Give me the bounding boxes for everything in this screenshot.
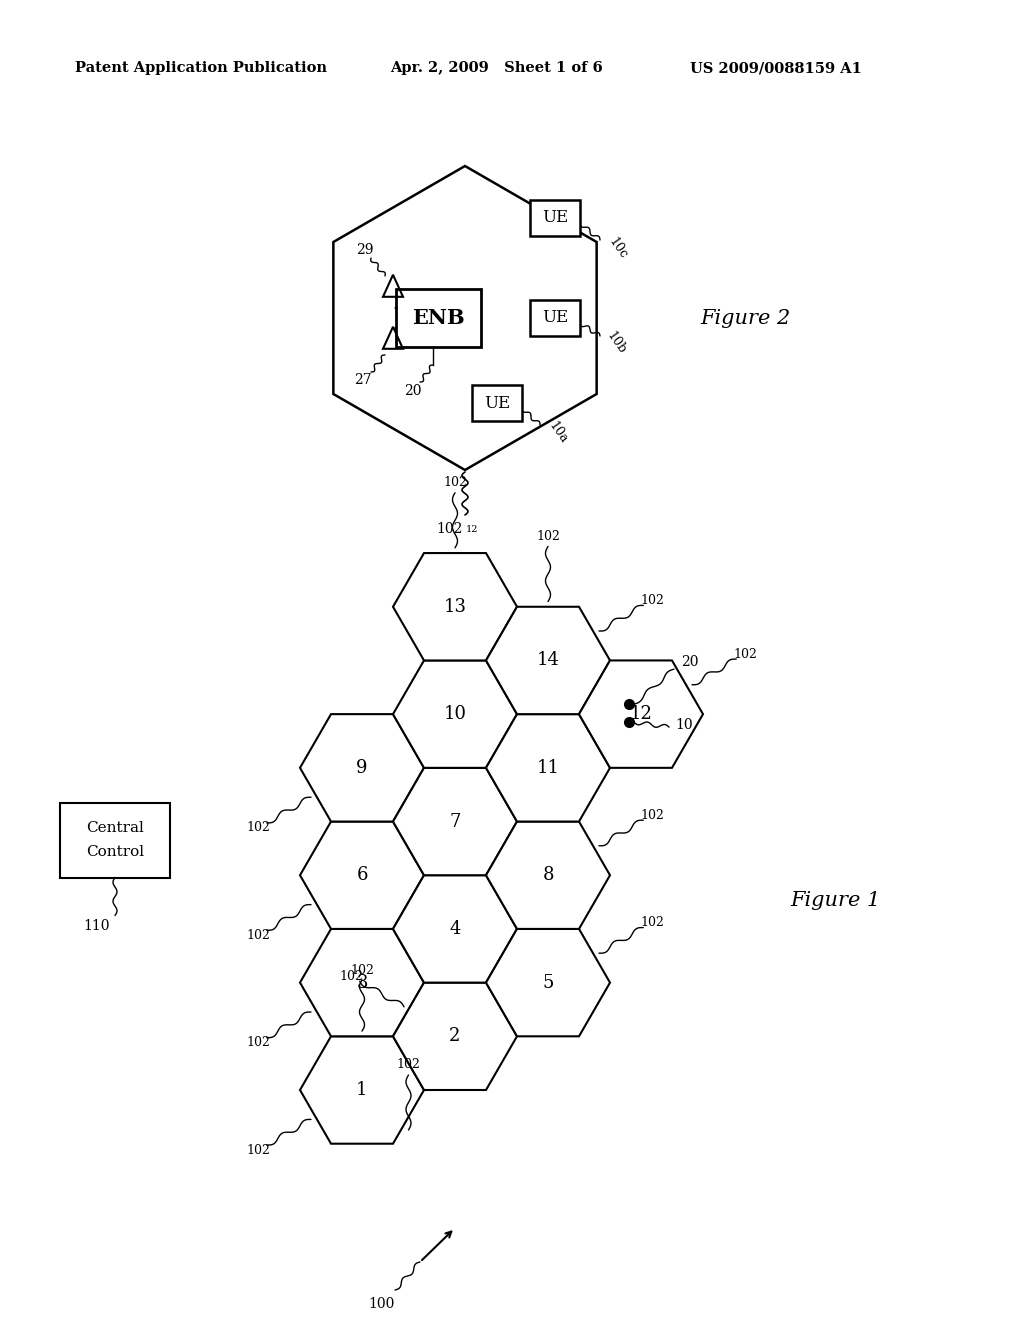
Polygon shape (486, 821, 610, 929)
Text: 5: 5 (543, 974, 554, 991)
Text: UE: UE (484, 395, 510, 412)
Polygon shape (486, 929, 610, 1036)
Text: 12: 12 (466, 525, 478, 535)
Text: 2: 2 (450, 1027, 461, 1045)
Polygon shape (393, 553, 517, 660)
Text: 10: 10 (675, 718, 692, 733)
Text: 102: 102 (536, 529, 560, 543)
Text: 10: 10 (443, 705, 467, 723)
Text: 8: 8 (543, 866, 554, 884)
Text: 12: 12 (630, 705, 652, 723)
Text: 110: 110 (84, 919, 110, 932)
Polygon shape (486, 714, 610, 821)
Text: 102: 102 (350, 964, 374, 977)
Text: 100: 100 (369, 1298, 395, 1311)
Text: 102: 102 (246, 821, 270, 834)
Text: 29: 29 (356, 243, 374, 257)
Text: 10a: 10a (546, 420, 570, 446)
Polygon shape (579, 660, 703, 768)
Text: 102: 102 (640, 809, 664, 822)
Polygon shape (486, 607, 610, 714)
Text: 102: 102 (246, 1036, 270, 1049)
Text: Figure 1: Figure 1 (790, 891, 881, 909)
Text: 102: 102 (246, 929, 270, 941)
Polygon shape (393, 660, 517, 768)
Text: 20: 20 (681, 655, 698, 669)
Text: 102: 102 (733, 648, 757, 660)
Text: Patent Application Publication: Patent Application Publication (75, 61, 327, 75)
Text: UE: UE (542, 309, 568, 326)
Text: 102: 102 (436, 521, 463, 536)
Text: US 2009/0088159 A1: US 2009/0088159 A1 (690, 61, 862, 75)
Polygon shape (300, 821, 424, 929)
Text: 102: 102 (640, 916, 664, 929)
Text: 102: 102 (396, 1059, 421, 1072)
Bar (530, 300, 580, 337)
Polygon shape (300, 1036, 424, 1143)
Text: 7: 7 (450, 813, 461, 830)
Text: 9: 9 (356, 759, 368, 777)
Bar (395, 289, 480, 347)
Bar (60, 803, 170, 878)
Polygon shape (393, 768, 517, 875)
Text: 20: 20 (404, 384, 422, 399)
Text: 102: 102 (443, 477, 467, 490)
Bar (530, 201, 580, 236)
Text: 1: 1 (356, 1081, 368, 1100)
Text: 4: 4 (450, 920, 461, 939)
Text: Apr. 2, 2009   Sheet 1 of 6: Apr. 2, 2009 Sheet 1 of 6 (390, 61, 603, 75)
Text: 10c: 10c (606, 235, 630, 261)
Polygon shape (393, 982, 517, 1090)
Text: ENB: ENB (412, 308, 464, 327)
Text: 102: 102 (640, 594, 664, 607)
Text: Control: Control (86, 845, 144, 859)
Text: Figure 2: Figure 2 (700, 309, 791, 327)
Text: 6: 6 (356, 866, 368, 884)
Text: UE: UE (542, 210, 568, 227)
Text: 102: 102 (246, 1143, 270, 1156)
Text: 11: 11 (537, 759, 559, 777)
Text: 27: 27 (354, 374, 372, 387)
Text: 14: 14 (537, 652, 559, 669)
Text: 13: 13 (443, 598, 467, 615)
Polygon shape (334, 166, 597, 470)
Bar (472, 385, 522, 421)
Polygon shape (300, 929, 424, 1036)
Text: Central: Central (86, 821, 144, 836)
Text: 102: 102 (339, 970, 364, 983)
Polygon shape (300, 714, 424, 821)
Text: 3: 3 (356, 974, 368, 991)
Polygon shape (393, 875, 517, 982)
Text: 10b: 10b (604, 330, 629, 356)
